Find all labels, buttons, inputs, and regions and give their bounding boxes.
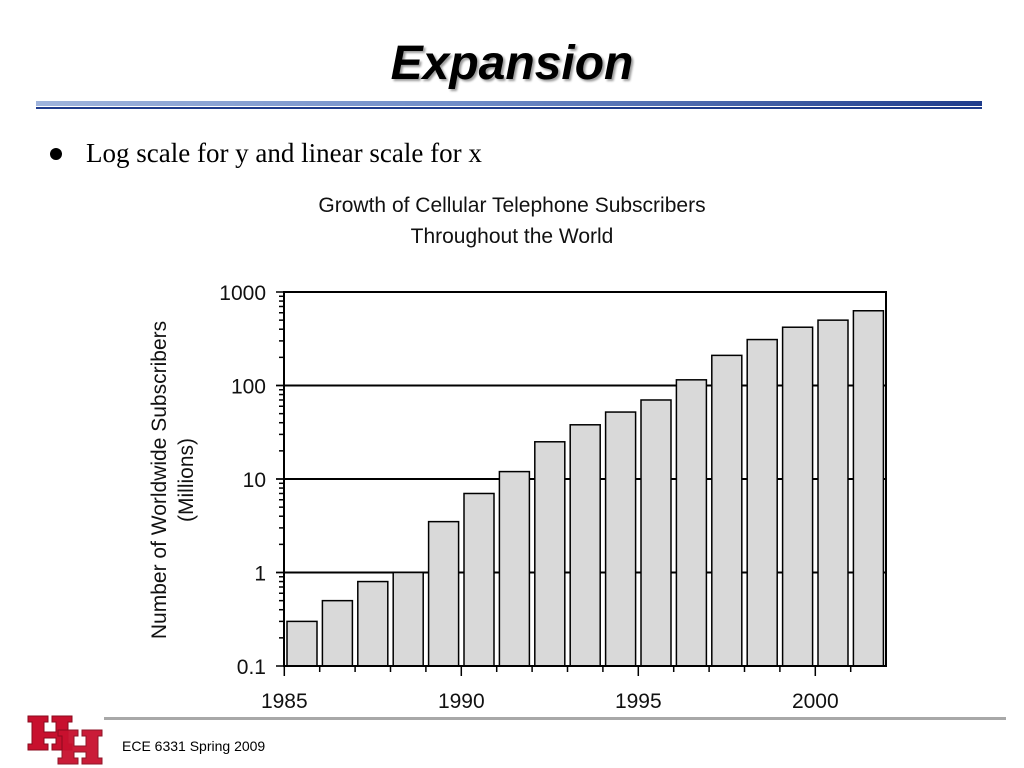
bar-1986 [321,599,354,667]
x-tick-label: 1995 [615,690,662,713]
bar-1997 [711,354,743,667]
bar-2001 [852,310,885,667]
bar-1993 [569,424,601,667]
bar-1991 [498,470,531,667]
bar-1987 [357,580,389,667]
bar-1995 [640,399,672,667]
bar-1996 [675,379,708,667]
x-tick-label: 1985 [261,690,308,713]
chart-title: Growth of Cellular Telephone Subscribers… [262,190,762,252]
bar-1990 [463,492,495,667]
footer-text: ECE 6331 Spring 2009 [122,738,266,754]
bullet-text: Log scale for y and linear scale for x [86,138,482,168]
bar-1992 [534,441,566,667]
title-divider [36,101,982,109]
y-tick-label: 100 [231,376,266,399]
y-axis-label-line2: (Millions) [175,438,198,522]
bar-2000 [817,319,849,667]
y-tick-label: 0.1 [237,656,266,679]
bullet-item: Log scale for y and linear scale for x [50,138,482,169]
chart-title-line2: Throughout the World [410,225,614,248]
axis-layer: 0.1 1 10 100 1000 1985 1990 1995 2000 [219,282,887,713]
chart-title-line1: Growth of Cellular Telephone Subscribers [318,194,706,217]
y-tick-label: 1000 [219,282,266,305]
uh-logo [27,715,103,765]
y-tick-label: 10 [243,469,266,492]
bar-1999 [781,326,814,667]
bar-1994 [604,411,637,667]
bar-layer [286,310,885,667]
bar-1988 [392,571,424,667]
y-axis-label-line1: Number of Worldwide Subscribers [148,321,171,639]
bullet-icon [50,147,62,160]
y-tick-label: 1 [254,563,266,586]
slide-title: Expansion [390,37,634,90]
bar-1989 [427,520,460,667]
x-tick-label: 1990 [438,690,485,713]
bar-1985 [286,620,318,667]
x-tick-label: 2000 [792,690,839,713]
footer-divider [104,717,1006,720]
bar-1998 [746,338,778,667]
